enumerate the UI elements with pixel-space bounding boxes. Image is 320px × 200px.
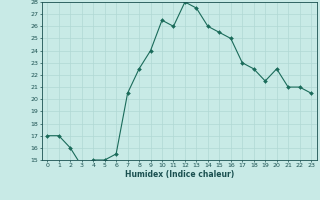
X-axis label: Humidex (Indice chaleur): Humidex (Indice chaleur) xyxy=(124,170,234,179)
